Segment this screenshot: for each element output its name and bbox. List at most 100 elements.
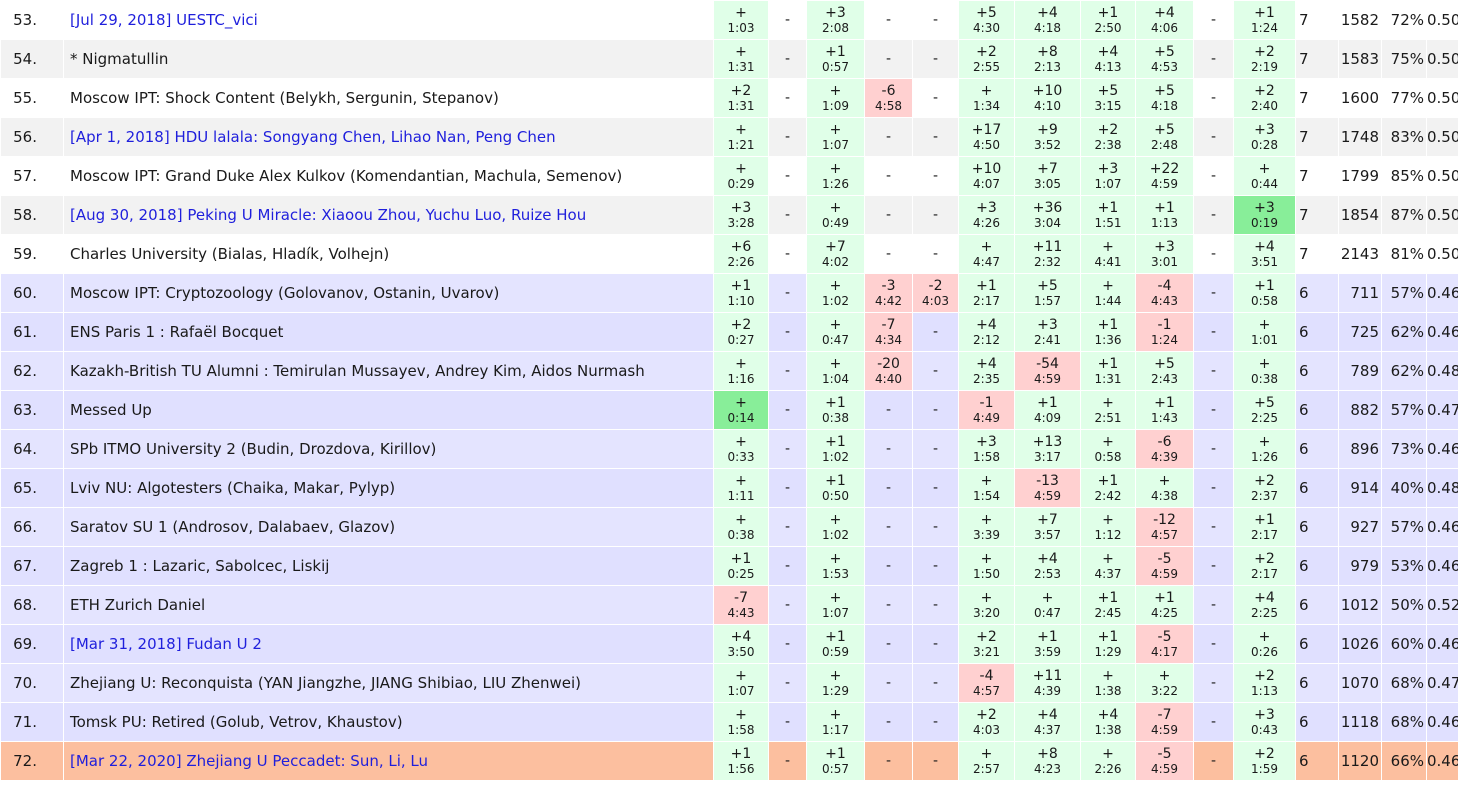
problem-cell: +2 2:17 <box>1233 546 1296 586</box>
problem-cell: +1 1:29 <box>1080 624 1136 664</box>
team-link[interactable]: [Mar 31, 2018] Fudan U 2 <box>70 635 262 653</box>
problem-cell: +4 4:06 <box>1135 0 1194 40</box>
penalty-time: 1583 <box>1338 39 1382 79</box>
problem-cell: -2 4:03 <box>912 273 959 313</box>
attempts-label: +1 <box>1097 589 1119 606</box>
attempts-label: - <box>1210 167 1217 184</box>
team-cell: [Apr 1, 2018] HDU lalala: Songyang Chen,… <box>63 117 714 157</box>
attempts-label: -5 <box>1157 628 1172 645</box>
attempts-label: + <box>980 745 993 762</box>
attempts-label: - <box>1210 752 1217 769</box>
solve-time: 2:17 <box>973 293 1000 308</box>
solve-time: 1:29 <box>822 683 849 698</box>
penalty-time: 1026 <box>1338 624 1382 664</box>
solve-time: 4:40 <box>875 371 902 386</box>
solve-time: 2:19 <box>1251 59 1278 74</box>
success-rate: 53% <box>1381 546 1427 586</box>
problem-cell: +1:50 <box>958 546 1015 586</box>
problem-cell: +4:41 <box>1080 234 1136 274</box>
problem-cell: +1 1:56 <box>713 741 769 781</box>
attempts-label: + <box>980 589 993 606</box>
team-link[interactable]: [Apr 1, 2018] HDU lalala: Songyang Chen,… <box>70 128 556 146</box>
problem-cell: +0:44 <box>1233 156 1296 196</box>
attempts-label: - <box>784 245 791 262</box>
solve-time: 1:13 <box>1151 215 1178 230</box>
team-cell: Moscow IPT: Shock Content (Belykh, Sergu… <box>63 78 714 118</box>
team-link[interactable]: [Mar 22, 2020] Zhejiang U Peccadet: Sun,… <box>70 752 429 770</box>
problem-cell: +1 0:38 <box>806 390 865 430</box>
attempts-label: - <box>784 557 791 574</box>
attempts-label: - <box>1210 635 1217 652</box>
attempts-label: - <box>784 89 791 106</box>
table-row: 59. Charles University (Bialas, Hladík, V… <box>0 234 1458 274</box>
solve-time: 4:03 <box>922 293 949 308</box>
solve-time: 4:39 <box>1151 449 1178 464</box>
rank-cell: 69. <box>0 624 64 664</box>
solve-time: 1:02 <box>822 449 849 464</box>
solved-count: 7 <box>1295 78 1339 118</box>
attempts-label: + <box>735 472 747 489</box>
solve-time: 1:38 <box>1094 722 1122 737</box>
solved-count: 7 <box>1295 195 1339 235</box>
attempts-label: - <box>885 479 892 496</box>
solve-time: 2:40 <box>1251 98 1278 113</box>
problem-cell: +1:54 <box>958 468 1015 508</box>
problem-cell: +3 2:41 <box>1014 312 1081 352</box>
problem-cell: +1:31 <box>713 39 769 79</box>
attempts-label: +4 <box>1254 589 1275 606</box>
solved-count: 6 <box>1295 312 1339 352</box>
rank-cell: 68. <box>0 585 64 625</box>
attempts-label: +2 <box>1254 667 1275 684</box>
attempts-label: + <box>829 121 842 138</box>
attempts-label: - <box>784 713 791 730</box>
attempts-label: +4 <box>1154 4 1175 21</box>
problem-cell: - <box>1193 312 1234 352</box>
problem-cell: +0:49 <box>806 195 865 235</box>
team-name: * Nigmatullin <box>70 50 169 68</box>
solve-time: 1:31 <box>727 98 755 113</box>
attempts-label: +1 <box>1254 511 1275 528</box>
problem-cell: +1:01 <box>1233 312 1296 352</box>
attempts-label: +17 <box>971 121 1002 138</box>
problem-cell: - <box>912 39 959 79</box>
attempts-label: +4 <box>730 628 752 645</box>
problem-cell: +4 1:38 <box>1080 702 1136 742</box>
attempts-label: -7 <box>881 316 896 333</box>
problem-cell: - <box>768 663 807 703</box>
solve-time: 0:50 <box>822 488 849 503</box>
attempts-label: - <box>784 128 791 145</box>
attempts-label: - <box>1210 596 1217 613</box>
attempts-label: -12 <box>1153 511 1176 528</box>
problem-cell: +1 0:50 <box>806 468 865 508</box>
team-cell: ENS Paris 1 : Rafaël Bocquet <box>63 312 714 352</box>
problem-cell: +4 2:53 <box>1014 546 1081 586</box>
solve-time: 1:01 <box>1251 332 1278 347</box>
solve-time: 4:59 <box>1151 761 1178 776</box>
solve-time: 4:30 <box>973 20 1000 35</box>
solve-time: 4:17 <box>1151 644 1178 659</box>
attempts-label: - <box>784 635 791 652</box>
solve-time: 2:25 <box>1251 605 1278 620</box>
solve-time: 0:14 <box>727 410 755 425</box>
team-link[interactable]: [Aug 30, 2018] Peking U Miracle: Xiaoou … <box>70 206 587 224</box>
attempts-label: +3 <box>1037 316 1058 333</box>
solve-time: 2:32 <box>1034 254 1061 269</box>
attempts-label: +3 <box>976 433 997 450</box>
rank-cell: 70. <box>0 663 64 703</box>
attempts-label: -5 <box>1157 550 1172 567</box>
problem-cell: +4:37 <box>1080 546 1136 586</box>
solve-time: 4:59 <box>1151 176 1178 191</box>
team-link[interactable]: [Jul 29, 2018] UESTC_vici <box>70 11 258 29</box>
problem-cell: +10 4:07 <box>958 156 1015 196</box>
attempts-label: +5 <box>1154 355 1175 372</box>
problem-cell: +2 2:38 <box>1080 117 1136 157</box>
solve-time: 1:44 <box>1094 293 1122 308</box>
problem-cell: - <box>864 39 913 79</box>
attempts-label: + <box>829 355 842 372</box>
problem-cell: - <box>1193 507 1234 547</box>
team-cell: Zhejiang U: Reconquista (YAN Jiangzhe, J… <box>63 663 714 703</box>
attempts-label: - <box>784 323 791 340</box>
problem-cell: - <box>768 468 807 508</box>
solve-time: 1:54 <box>973 488 1000 503</box>
problem-cell: +1 4:09 <box>1014 390 1081 430</box>
